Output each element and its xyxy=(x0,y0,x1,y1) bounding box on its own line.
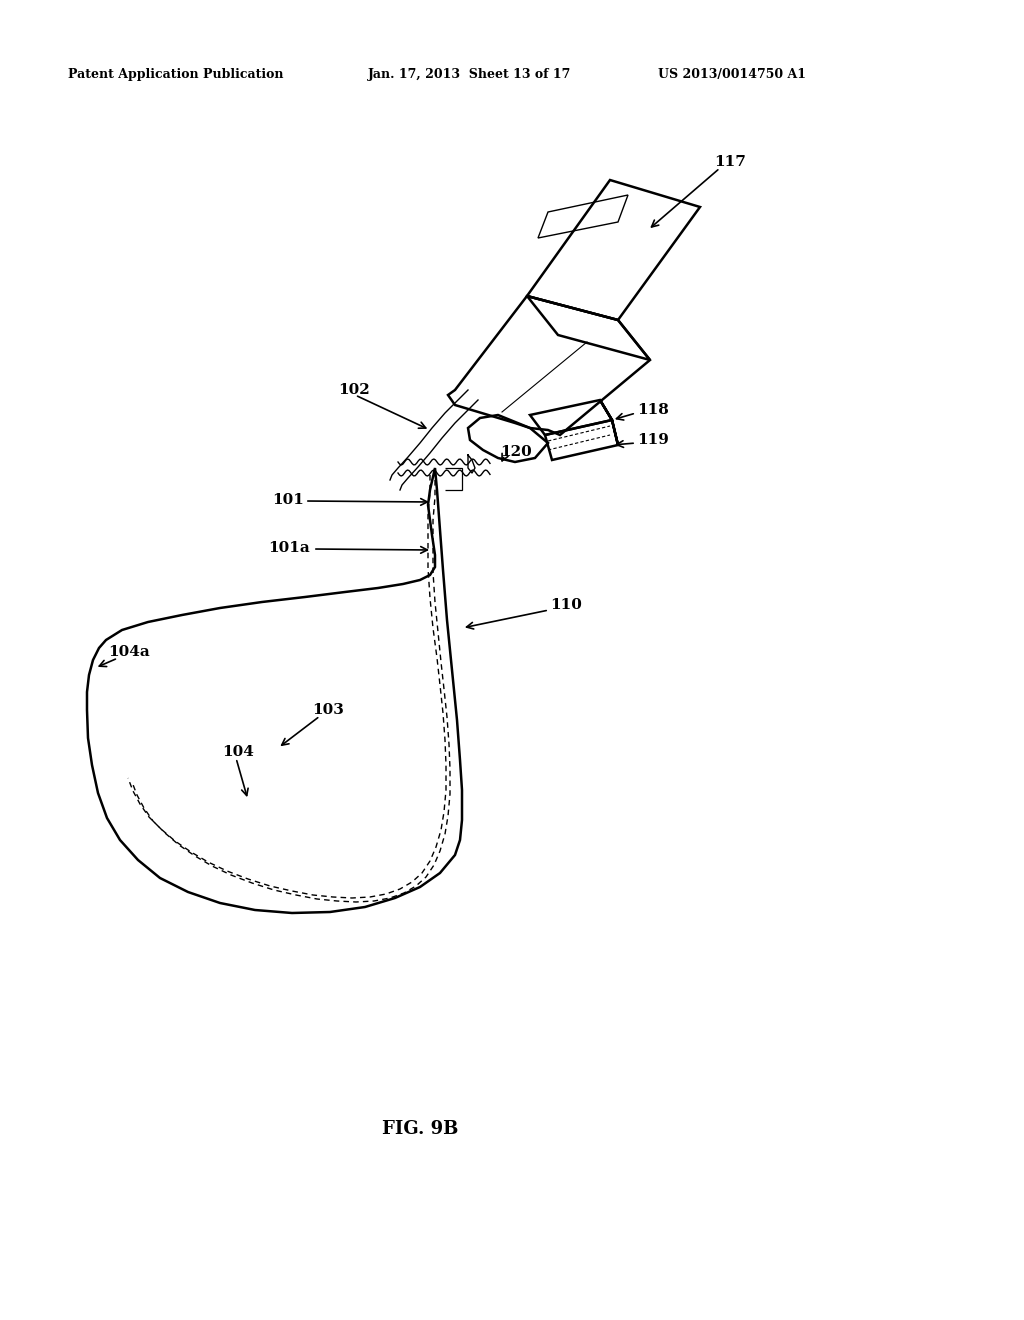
Text: 103: 103 xyxy=(312,704,344,717)
Text: 110: 110 xyxy=(550,598,582,612)
Text: 120: 120 xyxy=(500,445,531,459)
Text: 104a: 104a xyxy=(108,645,150,659)
Text: 119: 119 xyxy=(637,433,669,447)
Text: 101a: 101a xyxy=(268,541,309,554)
Text: FIG. 9B: FIG. 9B xyxy=(382,1119,458,1138)
Text: 101: 101 xyxy=(272,492,304,507)
Text: 117: 117 xyxy=(714,154,745,169)
Text: 118: 118 xyxy=(637,403,669,417)
Text: Patent Application Publication: Patent Application Publication xyxy=(68,69,284,81)
Text: Jan. 17, 2013  Sheet 13 of 17: Jan. 17, 2013 Sheet 13 of 17 xyxy=(368,69,571,81)
Text: 104: 104 xyxy=(222,744,254,759)
Text: US 2013/0014750 A1: US 2013/0014750 A1 xyxy=(658,69,806,81)
Text: 102: 102 xyxy=(338,383,370,397)
